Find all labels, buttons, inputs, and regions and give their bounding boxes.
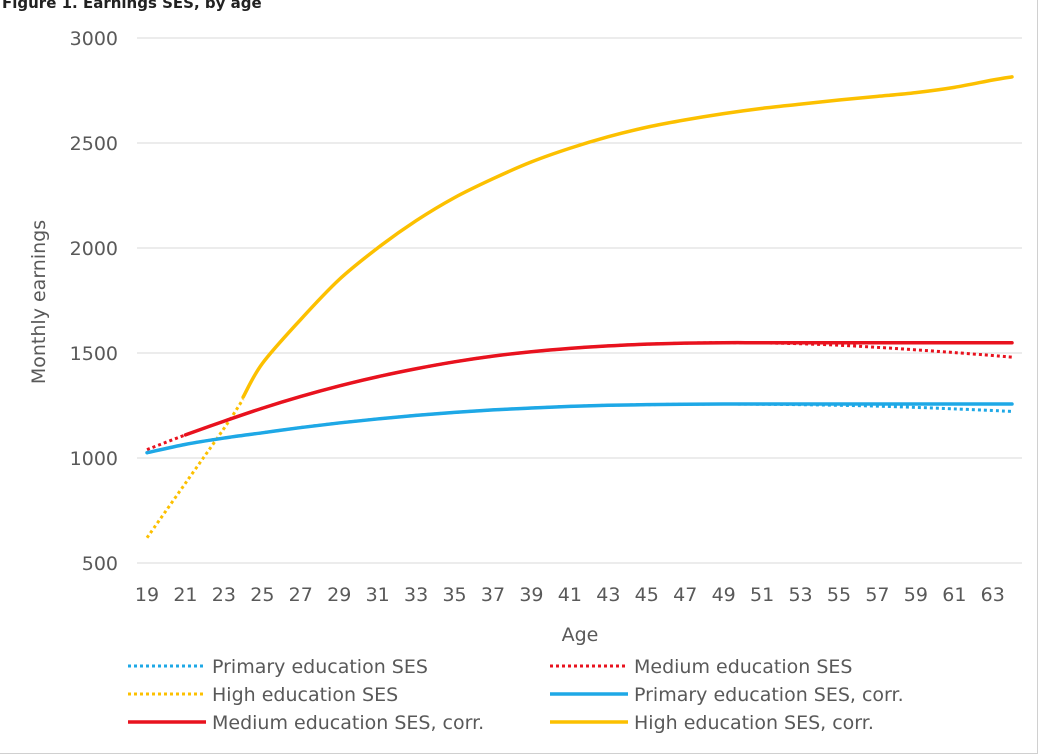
y-tick-1000: 1000 [70, 448, 118, 470]
x-tick-25: 25 [250, 584, 274, 606]
x-tick-labels: 19 21 23 25 27 29 31 33 35 37 39 41 43 45 47 49 51 53 55 57… [135, 584, 1005, 606]
x-tick-45: 45 [635, 584, 659, 606]
y-tick-500: 500 [82, 553, 118, 575]
legend-label-medium-education-ses: Medium education SES [634, 656, 852, 678]
x-tick-43: 43 [596, 584, 620, 606]
x-tick-51: 51 [750, 584, 774, 606]
x-tick-59: 59 [904, 584, 928, 606]
x-tick-27: 27 [289, 584, 313, 606]
x-tick-19: 19 [135, 584, 159, 606]
x-axis-label: Age [562, 624, 599, 646]
x-tick-61: 61 [942, 584, 966, 606]
legend-label-high-education-ses-corr: High education SES, corr. [634, 712, 874, 734]
x-tick-37: 37 [481, 584, 505, 606]
x-tick-29: 29 [327, 584, 351, 606]
legend: Primary education SES Medium education SE… [128, 656, 904, 734]
x-tick-53: 53 [788, 584, 812, 606]
x-tick-21: 21 [173, 584, 197, 606]
series-line-primary-education-ses [146, 402, 1013, 455]
x-tick-39: 39 [519, 584, 543, 606]
legend-label-high-education-ses: High education SES [212, 684, 398, 706]
x-tick-35: 35 [442, 584, 466, 606]
y-axis-label: Monthly earnings [28, 220, 50, 384]
series-line-high-education-ses-corr [241, 75, 1014, 399]
y-tick-1500: 1500 [70, 343, 118, 365]
x-tick-23: 23 [212, 584, 236, 606]
x-tick-41: 41 [558, 584, 582, 606]
series-line-medium-education-ses-corr [183, 340, 1014, 437]
x-tick-57: 57 [865, 584, 889, 606]
x-tick-33: 33 [404, 584, 428, 606]
x-tick-63: 63 [981, 584, 1005, 606]
y-tick-3000: 3000 [70, 28, 118, 50]
legend-label-primary-education-ses: Primary education SES [212, 656, 428, 678]
legend-label-primary-education-ses-corr: Primary education SES, corr. [634, 684, 904, 706]
figure-caption: Figure 1. Earnings SES, by age [2, 0, 262, 12]
grid-lines [137, 37, 1022, 564]
x-tick-55: 55 [827, 584, 851, 606]
legend-label-medium-education-ses-corr: Medium education SES, corr. [212, 712, 484, 734]
y-tick-2500: 2500 [70, 133, 118, 155]
y-tick-2000: 2000 [70, 238, 118, 260]
series-line-primary-education-ses-corr [145, 402, 1014, 455]
y-tick-labels: 500 1000 1500 2000 2500 3000 [70, 28, 118, 575]
series-line-high-education-ses [145, 398, 245, 539]
x-tick-49: 49 [712, 584, 736, 606]
x-tick-31: 31 [366, 584, 390, 606]
series-lines [145, 75, 1014, 539]
series-line-medium-education-ses [146, 341, 1013, 452]
x-tick-47: 47 [673, 584, 697, 606]
